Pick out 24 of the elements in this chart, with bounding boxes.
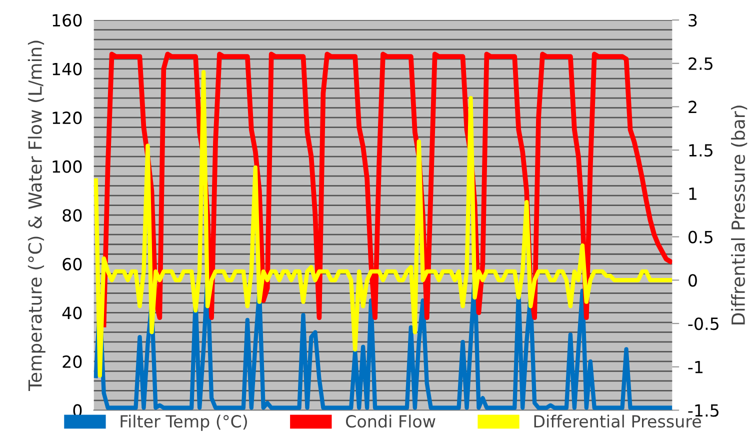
legend-label: Condi Flow — [346, 414, 436, 428]
y2-tick-label: 2.5 — [688, 57, 712, 70]
y2-tick-label: 0.5 — [688, 230, 712, 244]
y2-tick-label: 2 — [688, 100, 696, 114]
y-tick-label: 140 — [52, 62, 82, 76]
line-series — [94, 70, 672, 378]
y-tick-label: 160 — [52, 14, 82, 27]
y2-tick-label: -1.5 — [688, 404, 718, 417]
y-tick-label: 80 — [62, 209, 82, 222]
y2-tick-label: 3 — [688, 14, 697, 27]
y2-tick-label: 1 — [689, 188, 696, 200]
y-tick-label: 100 — [52, 160, 82, 173]
y2-tick-label: -1 — [688, 361, 702, 374]
legend-label: Filter Temp (°C) — [120, 414, 247, 431]
y-tick-label: 60 — [62, 258, 82, 270]
y2-tick-label: 1.5 — [689, 144, 712, 157]
legend-label: Differential Pressure — [534, 414, 702, 428]
y2-tick-label: -0.5 — [688, 317, 718, 330]
y2-tick-label: 0 — [688, 274, 697, 287]
y-axis-title: Temperature (°C) & Water Flow (L/min) — [28, 40, 46, 392]
y2-axis-title: Diffrential Pressure (bar) — [731, 106, 748, 324]
y-tick-label: 120 — [52, 112, 82, 124]
y-tick-label: 40 — [62, 306, 82, 320]
y-tick-label: 20 — [62, 355, 82, 368]
